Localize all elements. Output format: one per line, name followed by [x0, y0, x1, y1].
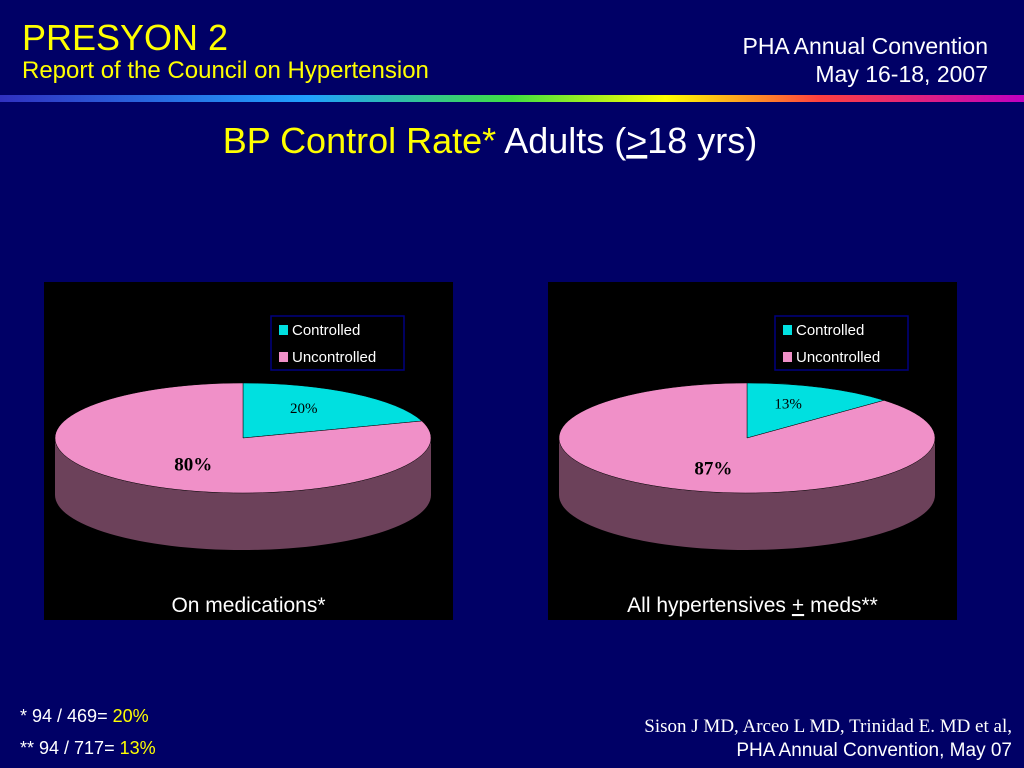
legend-label: Uncontrolled — [796, 349, 880, 366]
caption-part: On medications* — [171, 594, 325, 617]
chart-caption: All hypertensives + meds** — [627, 594, 878, 617]
header-event: PHA Annual Convention — [742, 33, 988, 59]
caption-part: meds** — [810, 594, 878, 617]
pie-side — [559, 438, 935, 550]
title-part: Adults ( — [504, 120, 626, 161]
pie-slice — [242, 382, 423, 439]
legend-swatch — [279, 352, 288, 362]
footnote: * 94 / 469= 20% — [20, 706, 149, 726]
pie-side — [55, 438, 431, 550]
header-title: PRESYON 2 — [22, 17, 228, 58]
legend-box — [774, 315, 909, 371]
legend-box — [270, 315, 405, 371]
header-subtitle: Report of the Council on Hypertension — [22, 57, 429, 84]
footnote: ** 94 / 717= 13% — [20, 738, 156, 758]
legend-swatch — [783, 352, 792, 362]
title-part: 18 yrs) — [647, 120, 757, 161]
legend-swatch — [783, 325, 792, 335]
footnote-value: 13% — [120, 738, 156, 758]
title-highlight: BP Control Rate* — [223, 120, 496, 161]
data-label: 80% — [174, 455, 212, 476]
caption-part: All hypertensives — [627, 594, 786, 617]
caption-part: + — [792, 594, 804, 617]
header-date: May 16-18, 2007 — [815, 61, 988, 87]
legend-label: Uncontrolled — [292, 349, 376, 366]
footnote-value: 20% — [113, 706, 149, 726]
legend-label: Controlled — [796, 322, 864, 339]
pie-slice — [54, 382, 432, 494]
slide-title: BP Control Rate* Adults (>18 yrs) — [223, 120, 758, 161]
legend-swatch — [279, 325, 288, 335]
pie-slice — [558, 382, 936, 494]
citation: PHA Annual Convention, May 07 — [736, 740, 1012, 761]
footnote-text: ** 94 / 717= — [20, 738, 115, 758]
title-part: > — [626, 120, 647, 161]
pie-slice — [746, 382, 885, 439]
data-label: 20% — [290, 401, 318, 417]
legend-label: Controlled — [292, 322, 360, 339]
rainbow-rule — [0, 95, 1024, 102]
citation: Sison J MD, Arceo L MD, Trinidad E. MD e… — [644, 716, 1012, 737]
data-label: 13% — [774, 397, 802, 413]
data-label: 87% — [694, 458, 732, 479]
footnote-text: * 94 / 469= — [20, 706, 108, 726]
chart-caption: On medications* — [171, 594, 325, 617]
